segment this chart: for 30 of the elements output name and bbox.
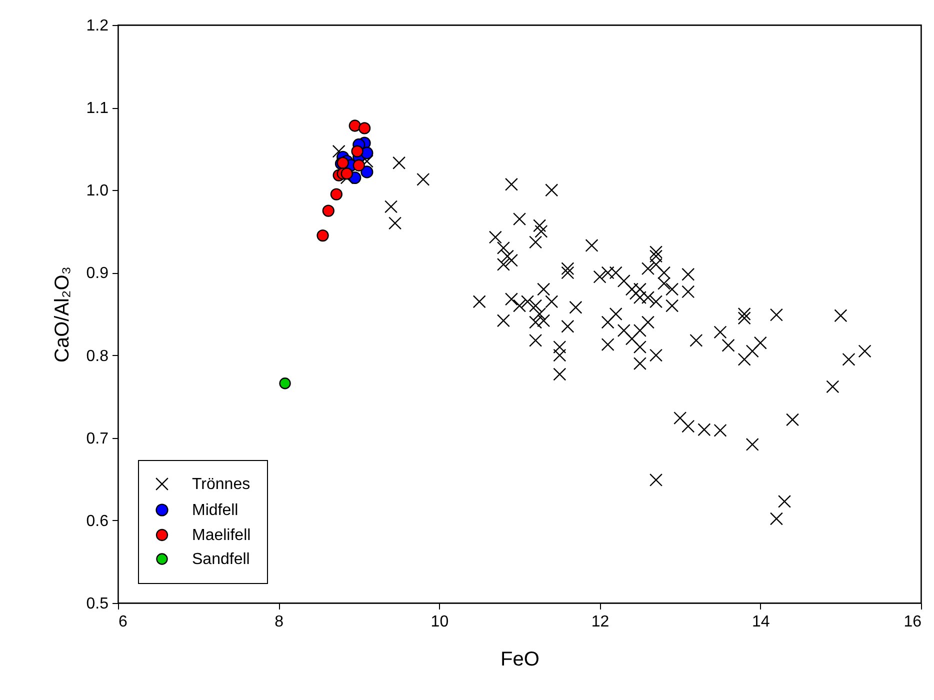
x-tick-label: 14	[752, 614, 770, 630]
point	[316, 229, 329, 242]
x-tick-label: 10	[430, 614, 449, 630]
y-tick-label: 0.5	[86, 596, 109, 612]
point	[358, 122, 371, 134]
y-tick-label: 0.9	[86, 265, 109, 282]
point	[348, 120, 361, 132]
point	[351, 145, 364, 158]
y-axis-title: CaO/Al₂O₃	[51, 266, 74, 362]
y-tick-label: 1.2	[86, 18, 109, 34]
y-tick-label: 1.0	[86, 182, 109, 200]
point	[360, 166, 374, 178]
point	[322, 204, 334, 217]
y-tick-label: 0.8	[86, 348, 109, 365]
point	[352, 159, 365, 172]
x-tick-label: 8	[274, 614, 284, 630]
x-axis-title: FeO	[500, 648, 540, 670]
legend-label: Midfell	[192, 502, 238, 519]
point	[279, 378, 291, 390]
legend-label: Maelifell	[192, 527, 251, 544]
x-tick-label: 12	[591, 614, 610, 630]
legend-label: Sandfell	[192, 551, 250, 568]
y-tick-label: 1.1	[86, 100, 109, 118]
point	[340, 168, 353, 180]
legend-label: Trönnes	[192, 476, 250, 493]
x-tick-label: 6	[118, 614, 128, 630]
x-tick-label: 16	[904, 614, 922, 630]
y-tick-label: 0.6	[86, 512, 109, 530]
point	[330, 188, 342, 200]
y-tick-label: 0.7	[86, 430, 109, 448]
